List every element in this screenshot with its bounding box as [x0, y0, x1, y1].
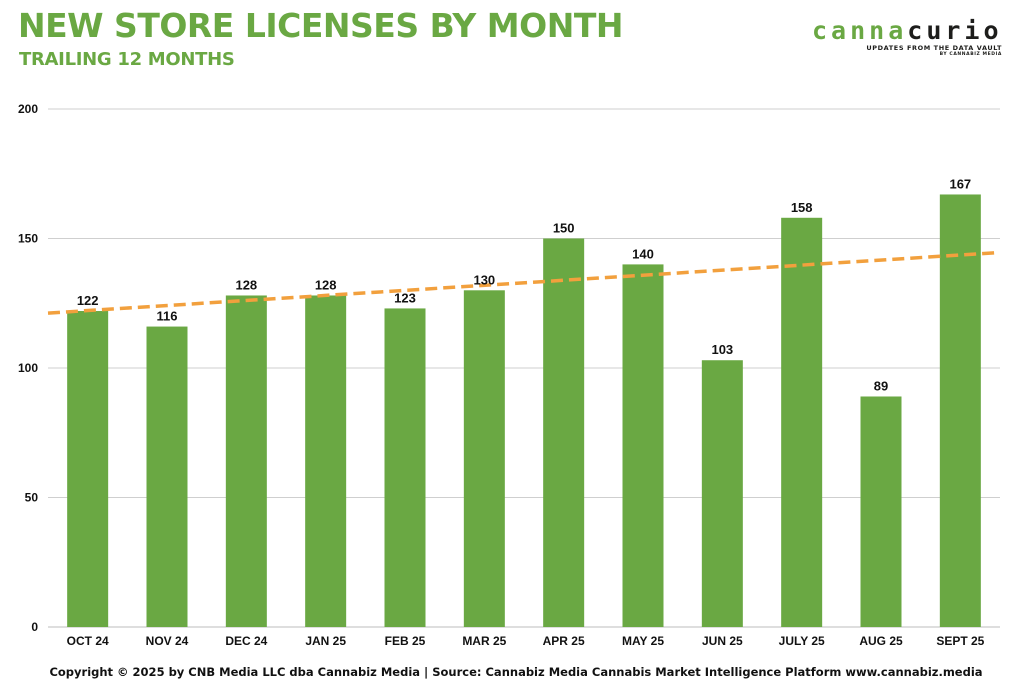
logo-wordmark: cannacurio: [812, 18, 1002, 44]
logo-word-part1: canna: [812, 16, 908, 45]
cannacurio-logo: cannacurio UPDATES FROM THE DATA VAULT B…: [812, 18, 1002, 58]
trendline: [47, 250, 1001, 315]
y-tick-label: 100: [18, 361, 38, 375]
bar-sept-25: [939, 194, 981, 627]
bar-jun-25: [701, 360, 743, 627]
x-tick-label: AUG 25: [859, 634, 903, 648]
bar-apr-25: [543, 238, 585, 627]
logo-byline: BY CANNABIZ MEDIA: [939, 52, 1002, 57]
copyright-footer: Copyright © 2025 by CNB Media LLC dba Ca…: [49, 665, 983, 679]
y-tick-label: 200: [18, 102, 38, 116]
logo-word-part2: curio: [907, 16, 1003, 45]
data-label: 158: [791, 200, 813, 215]
x-axis-ticks: OCT 24 NOV 24 DEC 24 JAN 25 FEB 25 MAR 25 APR …: [67, 634, 985, 648]
x-tick-label: NOV 24: [146, 634, 189, 648]
x-tick-label: JUN 25: [702, 634, 743, 648]
bar-july-25: [781, 217, 823, 627]
chart-subtitle: TRAILING 12 MONTHS: [19, 49, 235, 70]
x-tick-label: JAN 25: [305, 634, 346, 648]
data-label: 123: [394, 290, 416, 305]
data-label: 122: [77, 293, 99, 308]
x-tick-label: SEPT 25: [936, 634, 984, 648]
x-tick-label: DEC 24: [225, 634, 267, 648]
y-tick-label: 50: [25, 491, 39, 505]
bar-aug-25: [860, 396, 902, 627]
chart-title: NEW STORE LICENSES BY MONTH: [18, 6, 623, 45]
y-tick-label: 150: [18, 232, 38, 246]
logo-tagline: UPDATES FROM THE DATA VAULT: [866, 44, 1002, 52]
x-tick-label: MAY 25: [622, 634, 664, 648]
y-axis-ticks: 0 50 100 150 200: [18, 102, 38, 634]
bar-mar-25: [463, 290, 505, 627]
bars: [67, 194, 981, 627]
gridlines: [48, 108, 1000, 628]
x-tick-label: APR 25: [543, 634, 585, 648]
x-tick-label: JULY 25: [779, 634, 825, 648]
data-label: 130: [473, 272, 495, 287]
data-label: 128: [235, 277, 257, 292]
x-tick-label: OCT 24: [67, 634, 109, 648]
x-tick-label: FEB 25: [385, 634, 426, 648]
data-label: 140: [632, 246, 654, 261]
data-label: 103: [711, 342, 733, 357]
trendline-layer: [47, 250, 1001, 315]
bar-oct-24: [67, 311, 109, 627]
data-label: 116: [157, 309, 178, 324]
data-label: 89: [874, 378, 888, 393]
bar-may-25: [622, 264, 664, 627]
x-tick-label: MAR 25: [462, 634, 506, 648]
data-labels: 122 116 128 128 123 130 150 140 103 158 89 167: [77, 176, 971, 393]
bar-feb-25: [384, 308, 426, 627]
bar-dec-24: [225, 295, 267, 627]
bar-chart: 0 50 100 150 200 122 116 128 128 123 130 150 140 103…: [18, 102, 1001, 648]
bar-jan-25: [305, 295, 347, 627]
bar-nov-24: [146, 326, 188, 627]
data-label: 150: [553, 221, 575, 236]
data-label: 128: [315, 277, 337, 292]
data-label: 167: [949, 176, 971, 191]
y-tick-label: 0: [31, 620, 38, 634]
